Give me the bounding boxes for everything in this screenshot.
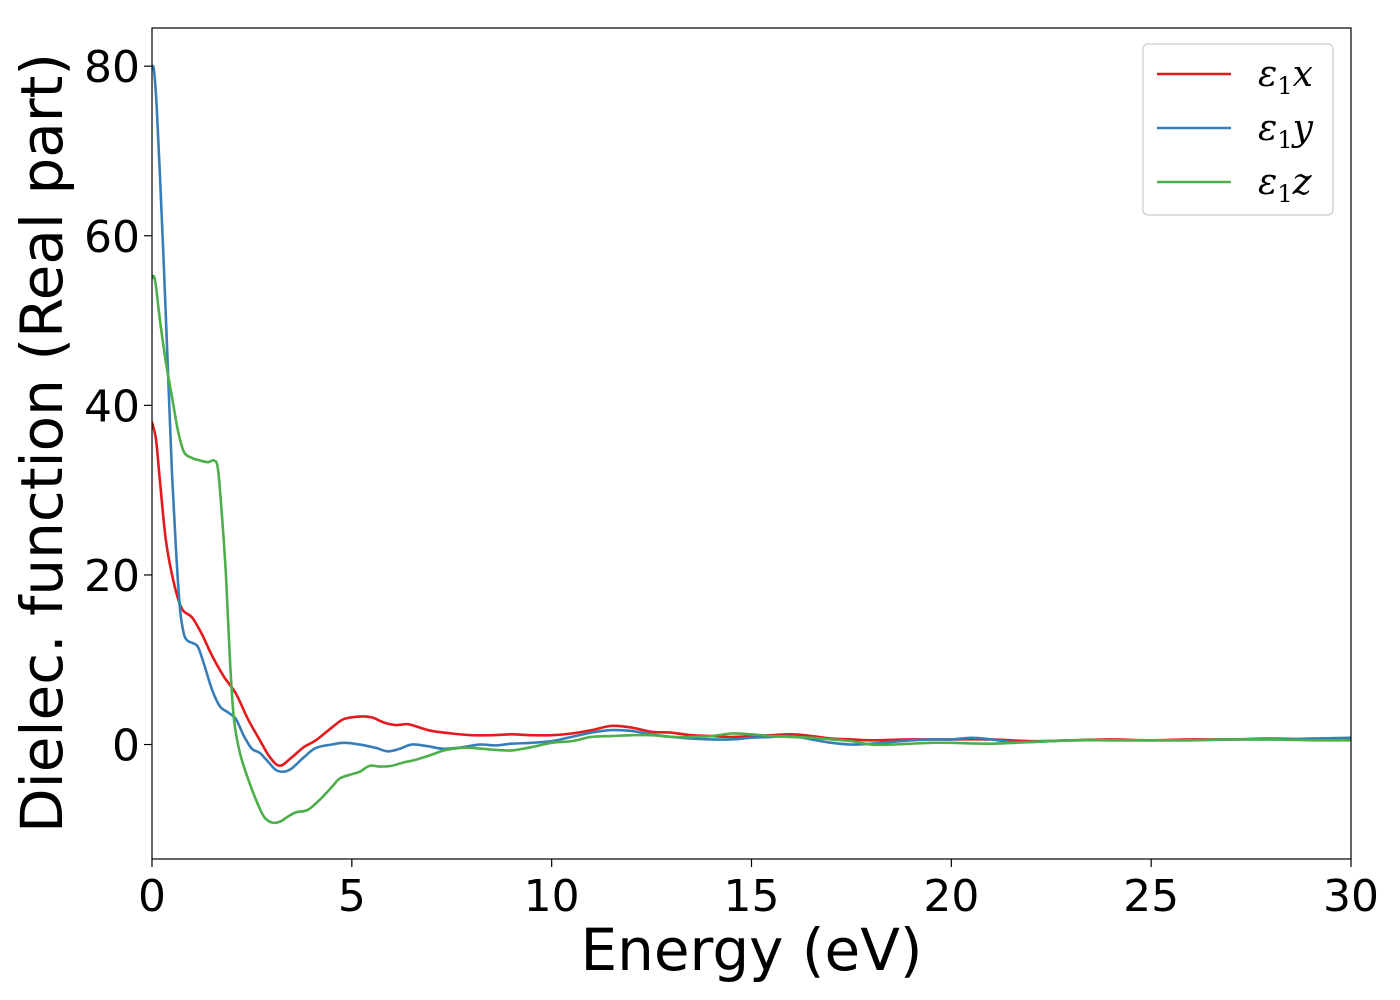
y-tick-label: 20 [84, 551, 140, 602]
series-line-x [152, 421, 1351, 768]
x-tick-label: 20 [923, 871, 979, 922]
legend-variable: y [1291, 108, 1314, 149]
legend-label-y: ε1y [1258, 108, 1314, 154]
legend-variable: x [1293, 54, 1313, 95]
legend-subscript: 1 [1277, 126, 1292, 154]
x-tick-label: 0 [138, 871, 166, 922]
legend-box [1142, 43, 1334, 216]
legend-subscript: 1 [1277, 72, 1292, 100]
legend-label-z: ε1z [1258, 162, 1313, 208]
x-axis-title: Energy (eV) [580, 916, 922, 984]
legend-symbol: ε [1258, 54, 1277, 95]
y-tick-label: 60 [84, 212, 140, 263]
x-tick-label: 10 [524, 871, 580, 922]
legend-symbol: ε [1258, 162, 1277, 203]
y-axis-title: Dielec. function (Real part) [8, 53, 76, 833]
y-tick-label: 80 [84, 42, 140, 93]
x-tick-label: 25 [1123, 871, 1179, 922]
y-axis: 0 20 40 60 80 [84, 42, 152, 772]
x-tick-label: 30 [1323, 871, 1379, 922]
x-axis: 0 5 10 15 20 25 30 [138, 859, 1379, 922]
series-layer [152, 64, 1351, 825]
x-tick-label: 15 [724, 871, 780, 922]
legend-symbol: ε [1258, 108, 1277, 149]
legend-subscript: 1 [1277, 180, 1292, 208]
y-tick-label: 0 [112, 721, 140, 772]
legend-label-x: ε1x [1258, 54, 1313, 100]
series-line-z [152, 274, 1351, 825]
y-tick-label: 40 [84, 381, 140, 432]
legend-variable: z [1292, 162, 1313, 203]
x-tick-label: 5 [338, 871, 366, 922]
